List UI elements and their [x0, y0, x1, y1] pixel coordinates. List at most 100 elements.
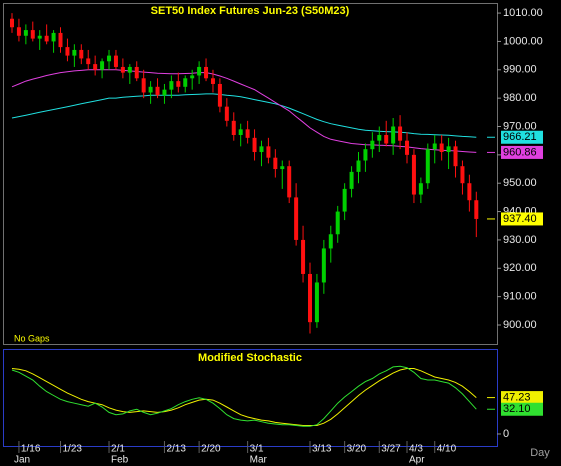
x-tick-label: 3/27 — [381, 444, 401, 455]
candle-body — [93, 64, 98, 70]
x-tick-label: 2/20 — [201, 444, 221, 455]
candle-body — [342, 188, 347, 212]
y-tick-label: 970.00 — [503, 120, 537, 132]
last-value-label: 47.23 — [503, 391, 531, 403]
candle-body — [210, 78, 215, 84]
candle-body — [363, 149, 368, 161]
candle-body — [418, 183, 423, 195]
y-tick-label: 980.00 — [503, 92, 537, 104]
candle-body — [238, 129, 243, 136]
note: No Gaps — [14, 333, 50, 343]
candle-body — [349, 171, 354, 189]
candle-body — [224, 106, 229, 121]
candle-body — [411, 154, 416, 195]
candle-body — [314, 282, 319, 323]
candle-body — [294, 197, 299, 240]
candle-body — [266, 146, 271, 158]
candle-body — [252, 137, 257, 153]
candle-body — [58, 32, 63, 48]
candle-body — [287, 166, 292, 198]
candle-body — [328, 234, 333, 249]
x-tick-label: 1/23 — [63, 444, 83, 455]
candle-body — [460, 166, 465, 184]
candle-body — [370, 140, 375, 150]
candle-body — [231, 120, 236, 136]
candle-body — [273, 157, 278, 170]
x-tick-label: 3/1 — [250, 444, 264, 455]
month-label: Apr — [409, 455, 425, 466]
candle-body — [107, 55, 112, 62]
y-tick-label: 1000.00 — [503, 35, 543, 47]
candle-body — [356, 160, 361, 172]
candle-body — [190, 75, 195, 79]
candle-body — [474, 200, 479, 219]
x-tick-label: 4/3 — [409, 444, 423, 455]
x-tick-label: 1/16 — [21, 444, 41, 455]
candle-body — [23, 30, 28, 36]
candle-body — [37, 35, 42, 39]
y-tick-label: 920.00 — [503, 262, 537, 274]
candle-body — [405, 140, 410, 155]
x-tick-label: 3/20 — [347, 444, 367, 455]
moving-average — [11, 69, 477, 153]
candle-body — [217, 83, 222, 107]
candle-body — [141, 78, 146, 93]
candle-body — [453, 146, 458, 167]
candle-body — [446, 146, 451, 153]
y-tick-label: 910.00 — [503, 291, 537, 303]
panel-title: Modified Stochastic — [198, 352, 302, 364]
y-tick-label: 930.00 — [503, 234, 537, 246]
y-tick-label: 990.00 — [503, 64, 537, 76]
candle-body — [51, 32, 56, 42]
candle-body — [384, 135, 389, 144]
candle-body — [100, 61, 105, 70]
candle-body — [183, 78, 188, 87]
x-axis-label: Day — [530, 447, 550, 459]
last-value-label: 960.86 — [503, 146, 537, 158]
candle-body — [65, 47, 70, 56]
x-tick-label: 2/13 — [166, 444, 186, 455]
candle-body — [307, 273, 312, 323]
last-value-label: 32.10 — [503, 403, 531, 415]
last-value-label: 966.21 — [503, 131, 537, 143]
candle-body — [148, 86, 153, 93]
candle-body — [398, 126, 403, 141]
last-value-badge — [501, 145, 543, 159]
candle-body — [30, 30, 35, 39]
candle-body — [204, 66, 209, 79]
candle-body — [120, 66, 125, 73]
stochastic-panel — [3, 349, 498, 447]
y-tick-label: 1010.00 — [503, 7, 543, 19]
candle-body — [127, 66, 132, 73]
month-label: Feb — [111, 455, 129, 466]
candle-body — [44, 35, 49, 42]
candle-body — [259, 146, 264, 153]
candle-body — [10, 18, 14, 28]
candle-body — [16, 27, 21, 36]
last-value-label: 937.40 — [503, 213, 537, 225]
y-tick-label: 950.00 — [503, 177, 537, 189]
candle-body — [280, 166, 285, 170]
x-tick-label: 3/13 — [312, 444, 332, 455]
candle-body — [176, 81, 181, 87]
candle-body — [245, 129, 250, 138]
candle-body — [155, 86, 160, 96]
series-line — [11, 365, 477, 427]
y-tick-label: 0 — [503, 428, 509, 440]
candle-body — [391, 126, 396, 144]
x-tick-label: 2/1 — [111, 444, 125, 455]
candle-body — [197, 66, 202, 76]
y-tick-label: 900.00 — [503, 319, 537, 331]
candle-body — [335, 211, 340, 235]
last-value-badge — [501, 402, 543, 416]
candle-body — [321, 248, 326, 283]
candle-body — [113, 55, 118, 67]
candle-body — [79, 49, 84, 59]
last-value-badge — [501, 212, 543, 226]
candle-body — [377, 135, 382, 141]
candle-body — [72, 49, 77, 56]
candle-body — [162, 89, 167, 96]
last-value-badge — [501, 130, 543, 144]
